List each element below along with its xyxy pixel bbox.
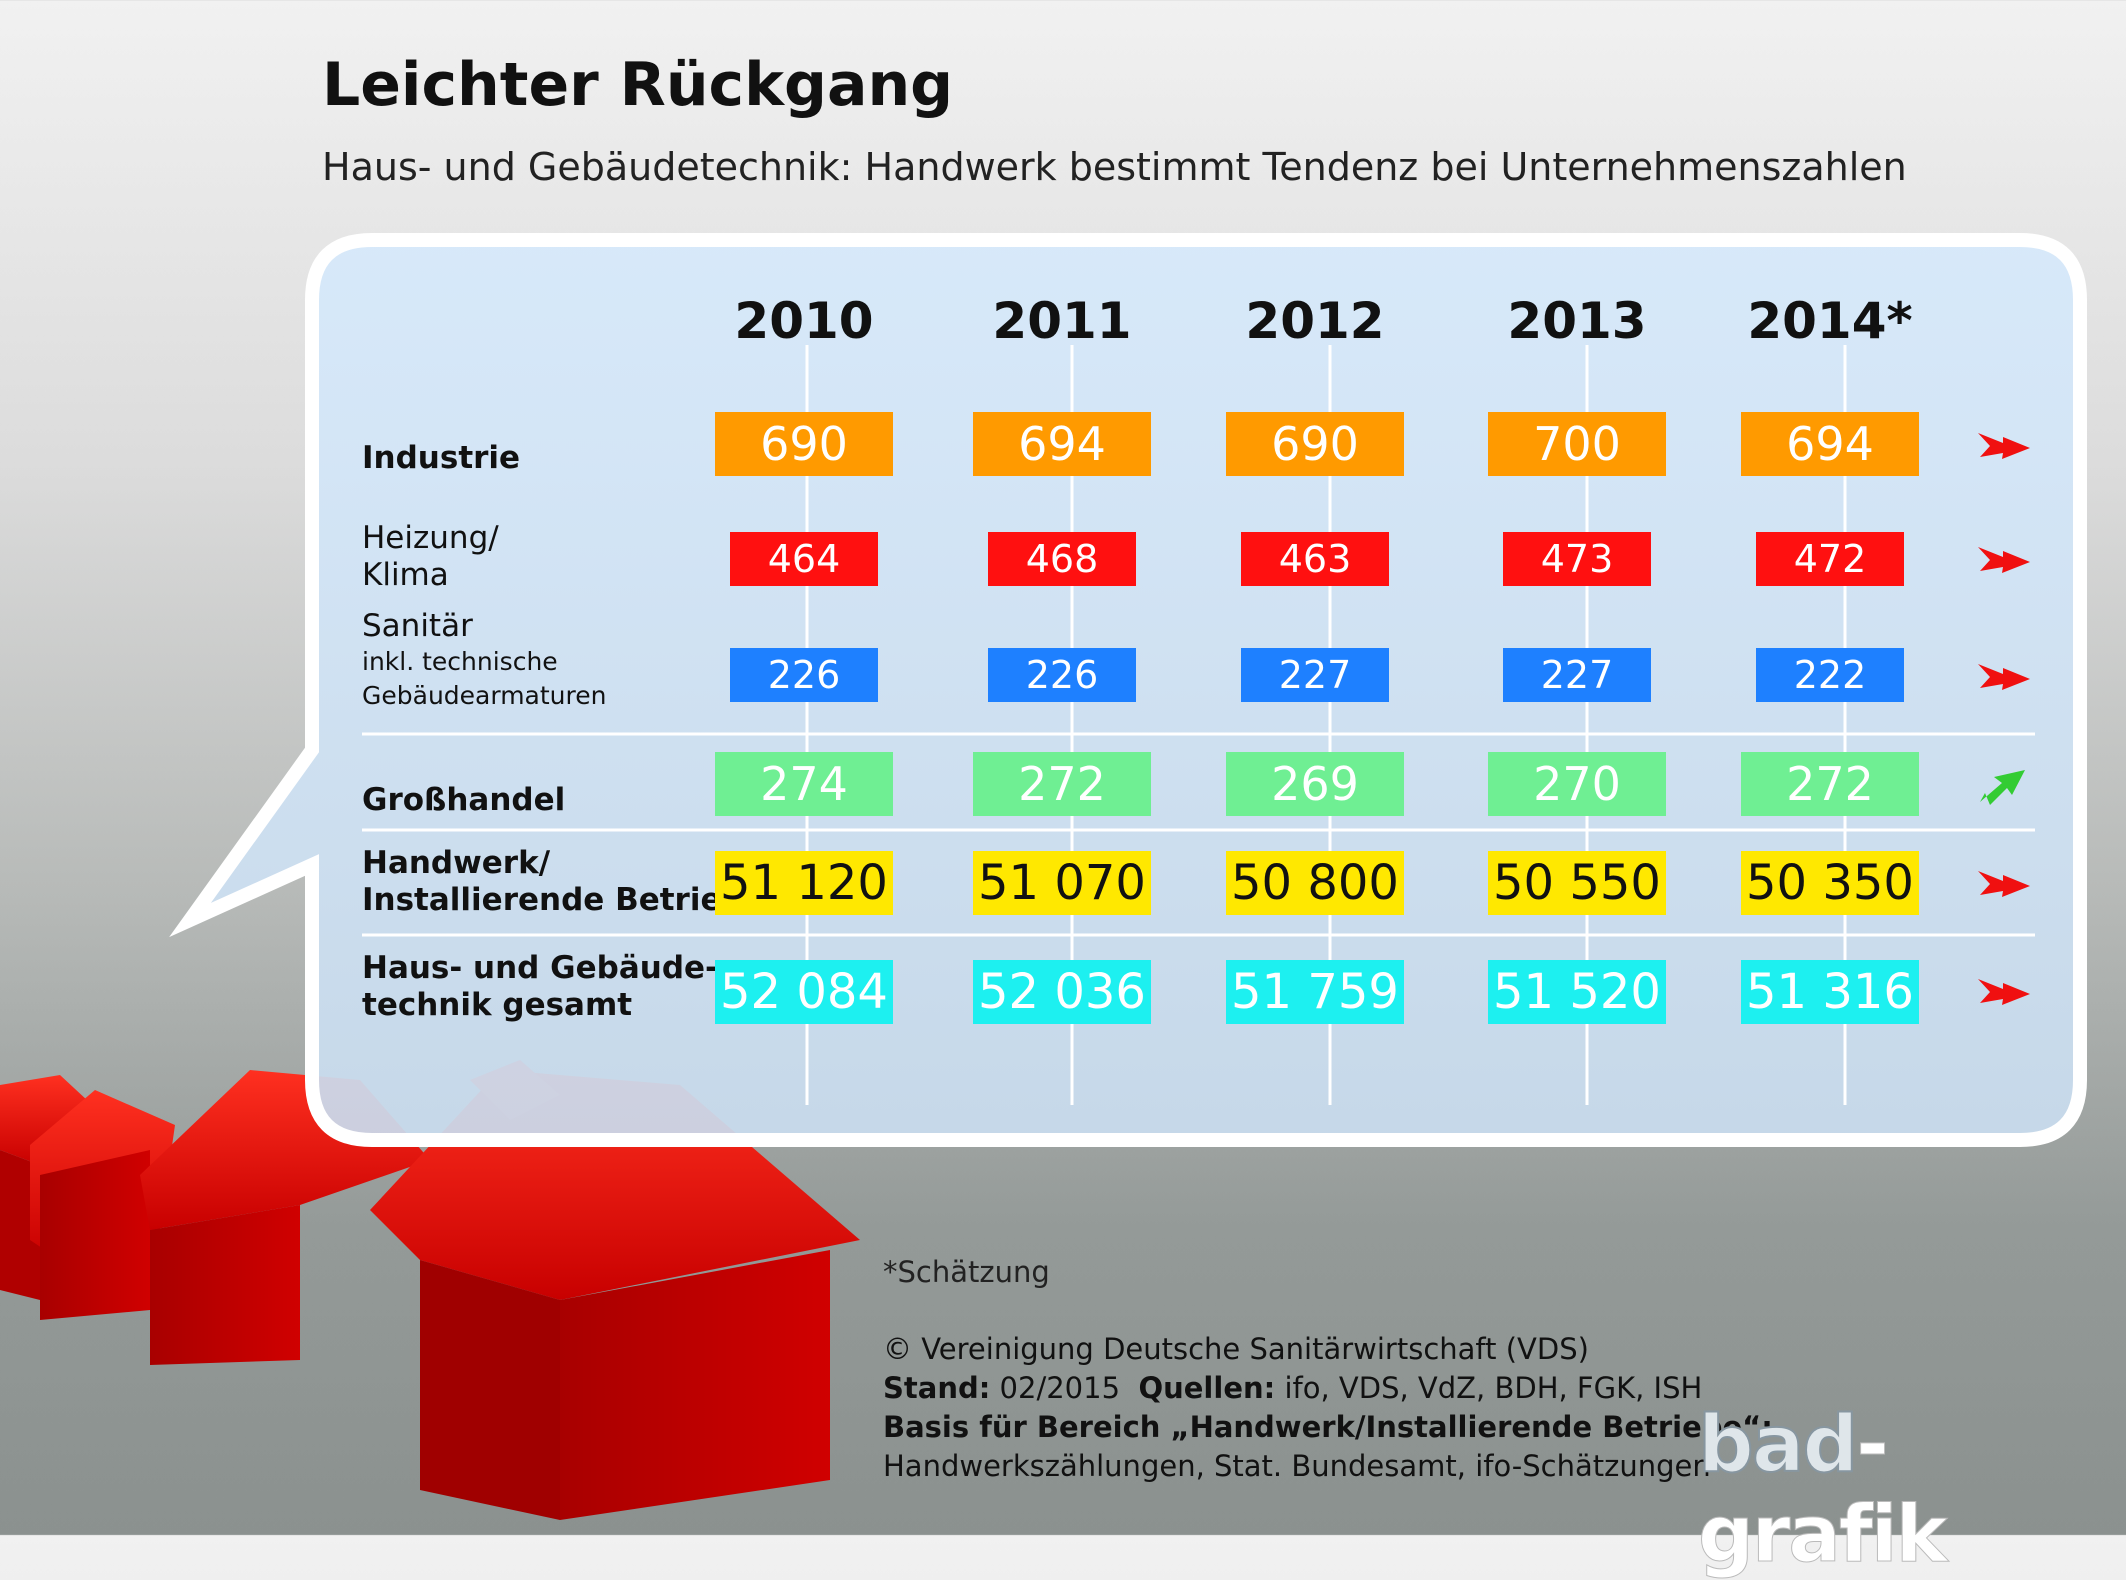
trend-arrow-up: [1980, 770, 2025, 805]
value-cell: 272: [1741, 752, 1919, 816]
trend-arrow-down: [1978, 871, 2030, 897]
value-cell: 226: [988, 648, 1136, 702]
quellen-value: ifo, VDS, VdZ, BDH, FGK, ISH: [1284, 1371, 1703, 1405]
value-cell: 274: [715, 752, 893, 816]
year-header: 2010: [734, 292, 874, 350]
value-cell: 694: [1741, 412, 1919, 476]
value-cell: 690: [715, 412, 893, 476]
value-cell: 468: [988, 532, 1136, 586]
value-cell: 269: [1226, 752, 1404, 816]
value-cell: 226: [730, 648, 878, 702]
stand-value: 02/2015: [999, 1371, 1121, 1405]
year-header: 2011: [992, 292, 1132, 350]
infographic: Leichter Rückgang Haus- und Gebäudetechn…: [0, 50, 2080, 1580]
value-cell: 463: [1241, 532, 1389, 586]
value-cell: 52 036: [973, 960, 1151, 1024]
copyright: © Vereinigung Deutsche Sanitärwirtschaft…: [883, 1332, 1589, 1366]
basis-label-text: Basis für Bereich „Handwerk/Installieren…: [883, 1410, 1773, 1444]
trend-arrow-down: [1978, 664, 2030, 690]
value-cell: 700: [1488, 412, 1666, 476]
bad-grafik-logo: bad-grafik: [1697, 1399, 2126, 1580]
row-label-grosshandel: Großhandel: [362, 782, 566, 818]
quellen-label: Quellen:: [1138, 1371, 1276, 1405]
basis-value: Handwerkszählungen, Stat. Bundesamt, ifo…: [883, 1449, 1711, 1483]
value-cell: 50 800: [1226, 851, 1404, 915]
value-cell: 694: [973, 412, 1151, 476]
chart-subtitle: Haus- und Gebäudetechnik: Handwerk besti…: [322, 145, 1907, 189]
value-cell: 50 550: [1488, 851, 1666, 915]
value-cell: 51 316: [1741, 960, 1919, 1024]
value-cell: 51 520: [1488, 960, 1666, 1024]
chart-title: Leichter Rückgang: [322, 50, 954, 120]
row-label-sanitaer: Sanitär inkl. technische Gebäudearmature…: [362, 608, 606, 713]
trend-arrow-down: [1978, 979, 2030, 1005]
value-cell: 51 120: [715, 851, 893, 915]
stand-label: Stand:: [883, 1371, 991, 1405]
row-label-heizung-klima: Heizung/ Klima: [362, 520, 499, 594]
year-header: 2012: [1245, 292, 1385, 350]
trend-arrow-down: [1978, 547, 2030, 573]
value-cell: 464: [730, 532, 878, 586]
row-label-industrie: Industrie: [362, 440, 521, 476]
value-cell: 52 084: [715, 960, 893, 1024]
row-label-gesamt: Haus- und Gebäude- technik gesamt: [362, 950, 718, 1024]
value-cell: 50 350: [1741, 851, 1919, 915]
basis-label: Basis für Bereich „Handwerk/Installieren…: [883, 1408, 1773, 1447]
logo-part-bad: bad: [1697, 1399, 1859, 1491]
value-cell: 473: [1503, 532, 1651, 586]
row-label-sanitaer-main: Sanitär: [362, 608, 473, 644]
value-cell: 51 070: [973, 851, 1151, 915]
row-label-sanitaer-sub: inkl. technische Gebäudearmaturen: [362, 647, 607, 710]
year-header: 2014*: [1747, 292, 1913, 350]
value-cell: 222: [1756, 648, 1904, 702]
stand-quellen-line: Stand: 02/2015 Quellen: ifo, VDS, VdZ, B…: [883, 1369, 1773, 1408]
value-cell: 690: [1226, 412, 1404, 476]
year-header: 2013: [1507, 292, 1647, 350]
value-cell: 270: [1488, 752, 1666, 816]
value-cell: 227: [1241, 648, 1389, 702]
trend-arrow-down: [1978, 433, 2030, 459]
value-cell: 227: [1503, 648, 1651, 702]
row-label-handwerk: Handwerk/ Installierende Betriebe: [362, 845, 765, 919]
source-block: © Vereinigung Deutsche Sanitärwirtschaft…: [883, 1330, 1773, 1486]
value-cell: 472: [1756, 532, 1904, 586]
value-cell: 272: [973, 752, 1151, 816]
value-cell: 51 759: [1226, 960, 1404, 1024]
footnote: *Schätzung: [883, 1255, 1050, 1289]
